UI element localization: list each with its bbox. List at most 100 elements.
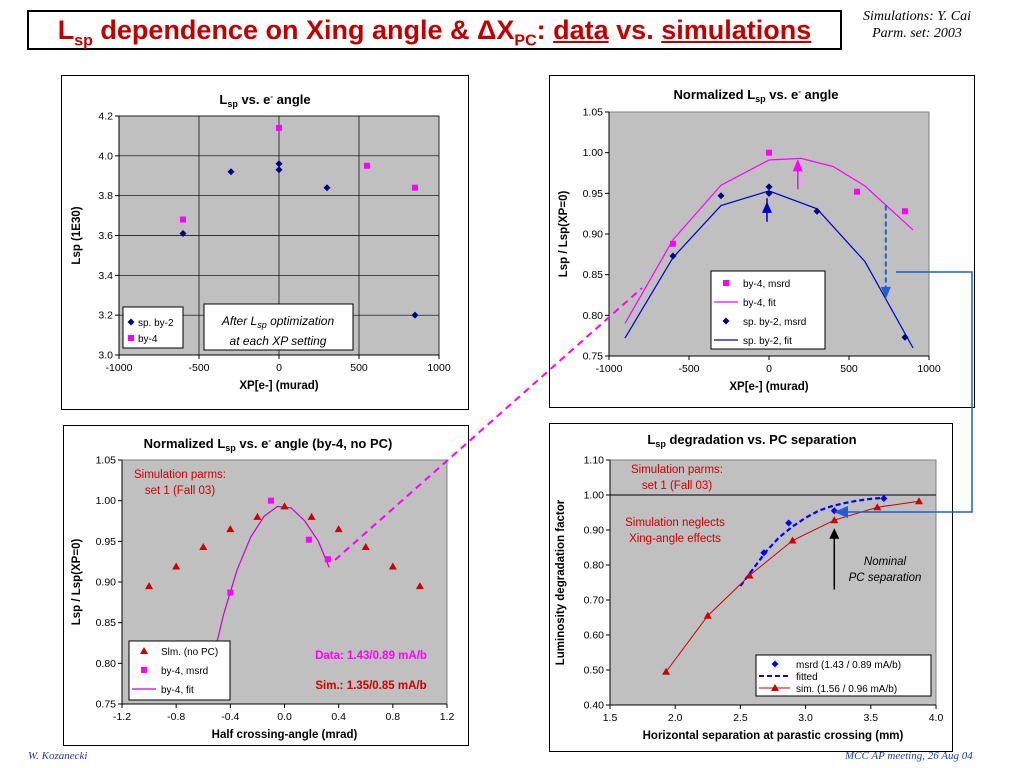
- y-tick-label: 0.70: [584, 595, 605, 607]
- y-tick-label: 0.75: [96, 699, 117, 711]
- credit-line-1: Simulations: Y. Cai: [862, 9, 971, 24]
- data-point: [172, 562, 181, 570]
- x-tick-label: 3.5: [863, 712, 878, 724]
- y-tick-label: 0.60: [584, 630, 605, 642]
- data-point: [227, 168, 235, 176]
- legend-label: fitted: [796, 672, 818, 683]
- x-tick-label: -1.2: [113, 711, 131, 723]
- peak-arrowhead-magenta: [792, 159, 803, 172]
- y-tick-label: 3.4: [98, 270, 113, 282]
- annotation-box: [203, 303, 354, 351]
- chart-panel-lsp-degradation: 0.40 0.50 0.60 0.70 0.80 0.90 1.00 1.10 1.5 2.0 2.…: [549, 423, 953, 752]
- x-tick-label: 0: [276, 362, 282, 374]
- y-tick-label: 1.00: [584, 490, 605, 502]
- legend-marker: [127, 318, 135, 326]
- data-point: [307, 512, 316, 520]
- y-tick-label: 0.75: [583, 351, 604, 363]
- chart-title: Lsp degradation vs. PC separation: [647, 432, 856, 449]
- credit-line-2: Parm. set: 2003: [872, 26, 962, 41]
- data-point: [788, 536, 797, 544]
- data-point: [253, 512, 262, 520]
- data-point: [854, 188, 860, 195]
- y-tick-label: 1.05: [583, 107, 604, 119]
- x-tick-label: -500: [678, 363, 699, 375]
- y-tick-label: 0.95: [96, 536, 117, 548]
- legend-marker: [771, 660, 779, 668]
- y-tick-label: 4.2: [98, 111, 113, 123]
- x-axis-label: XP[e-] (murad): [239, 380, 318, 392]
- data-point: [275, 166, 283, 174]
- y-tick-label: 0.90: [584, 525, 605, 537]
- y-axis-label: Lsp / Lsp(XP=0): [558, 191, 570, 278]
- y-axis-label: Lsp (1E30): [71, 206, 83, 264]
- legend-label: by-4: [138, 334, 158, 345]
- data-point: [267, 497, 274, 504]
- data-point: [324, 556, 331, 563]
- chart-normalized-lsp-by4: 0.75 0.80 0.85 0.90 0.95 1.00 1.05 -1.2 -0.8 -0.4…: [71, 436, 455, 741]
- x-tick-label: 1.2: [440, 711, 455, 723]
- chart-panel-normalized-lsp-by4: 0.75 0.80 0.85 0.90 0.95 1.00 1.05 -1.2 -0.8 -0.4…: [63, 425, 469, 746]
- data-point: [902, 208, 908, 215]
- chart-title: Normalized Lsp vs. e- angle: [674, 87, 839, 104]
- y-tick-label: 3.6: [98, 230, 113, 242]
- x-tick-label: 0: [766, 363, 772, 375]
- x-tick-label: 2.5: [733, 712, 748, 724]
- legend-label: sp. by-2: [138, 318, 174, 329]
- data-point: [180, 216, 186, 223]
- data-point: [669, 252, 677, 260]
- chart-lsp-degradation: 0.40 0.50 0.60 0.70 0.80 0.90 1.00 1.10 1.5 2.0 2.…: [555, 432, 944, 742]
- x-tick-label: -1000: [596, 363, 623, 375]
- legend-box: [122, 306, 184, 349]
- annotation-line-2: set 1 (Fall 03): [642, 480, 712, 492]
- x-tick-label: 0.0: [277, 711, 292, 723]
- data-point: [662, 667, 671, 675]
- y-tick-label: 1.00: [583, 147, 604, 159]
- data-point: [745, 571, 754, 579]
- y-tick-label: 0.90: [96, 577, 117, 589]
- y-tick-label: 0.80: [584, 560, 605, 572]
- legend-label: sim. (1.56 / 0.96 mA/b): [796, 684, 897, 695]
- y-tick-label: 0.80: [96, 658, 117, 670]
- data-point: [765, 183, 773, 191]
- data-point: [765, 189, 773, 197]
- x-tick-label: 3.0: [798, 712, 813, 724]
- x-axis-label: XP[e-] (murad): [729, 381, 808, 393]
- x-tick-label: -1000: [106, 362, 133, 374]
- data-point: [766, 149, 772, 156]
- y-tick-label: 1.00: [96, 495, 117, 507]
- y-tick-label: 3.8: [98, 190, 113, 202]
- nominal-label-1: Nominal: [864, 556, 907, 568]
- data-point: [830, 516, 839, 524]
- legend-label: by-4, msrd: [743, 279, 790, 290]
- legend-marker: [141, 667, 147, 673]
- chart-panel-normalized-lsp: 0.75 0.80 0.85 0.90 0.95 1.00 1.05 -1000 -500 0 50…: [549, 75, 975, 408]
- data-point: [415, 582, 424, 590]
- y-tick-label: 0.85: [583, 269, 604, 281]
- page-title: Lsp dependence on Xing angle & ΔXPC: dat…: [57, 15, 812, 50]
- data-point: [670, 240, 676, 247]
- note-line-2: Xing-angle effects: [629, 533, 721, 545]
- x-tick-label: 1000: [427, 362, 451, 374]
- peak-arrowhead-blue: [762, 201, 772, 213]
- x-axis-label: Half crossing-angle (mrad): [212, 729, 358, 741]
- annotation-line-1: After Lsp optimization: [221, 314, 335, 330]
- x-tick-label: 0.4: [331, 711, 346, 723]
- data-point: [364, 162, 370, 169]
- chart-title: Lsp vs. e- angle: [219, 92, 310, 109]
- data-point: [412, 184, 418, 191]
- x-tick-label: -500: [188, 362, 209, 374]
- x-tick-label: 4.0: [929, 712, 944, 724]
- data-point: [276, 124, 282, 131]
- annotation-line-1: Simulation parms:: [631, 464, 723, 476]
- series-line: [624, 157, 914, 324]
- x-tick-label: 500: [350, 362, 368, 374]
- x-tick-label: 500: [840, 363, 858, 375]
- y-tick-label: 0.80: [583, 310, 604, 322]
- legend-label: sp. by-2, fit: [743, 336, 792, 347]
- footer-meeting: MCC AP meeting, 26 Aug 04: [845, 750, 973, 762]
- x-tick-label: -0.8: [167, 711, 185, 723]
- legend-marker: [128, 335, 134, 341]
- legend-label: sp. by-2, msrd: [743, 317, 806, 328]
- legend-label: msrd (1.43 / 0.89 mA/b): [796, 660, 901, 671]
- y-tick-label: 0.85: [96, 617, 117, 629]
